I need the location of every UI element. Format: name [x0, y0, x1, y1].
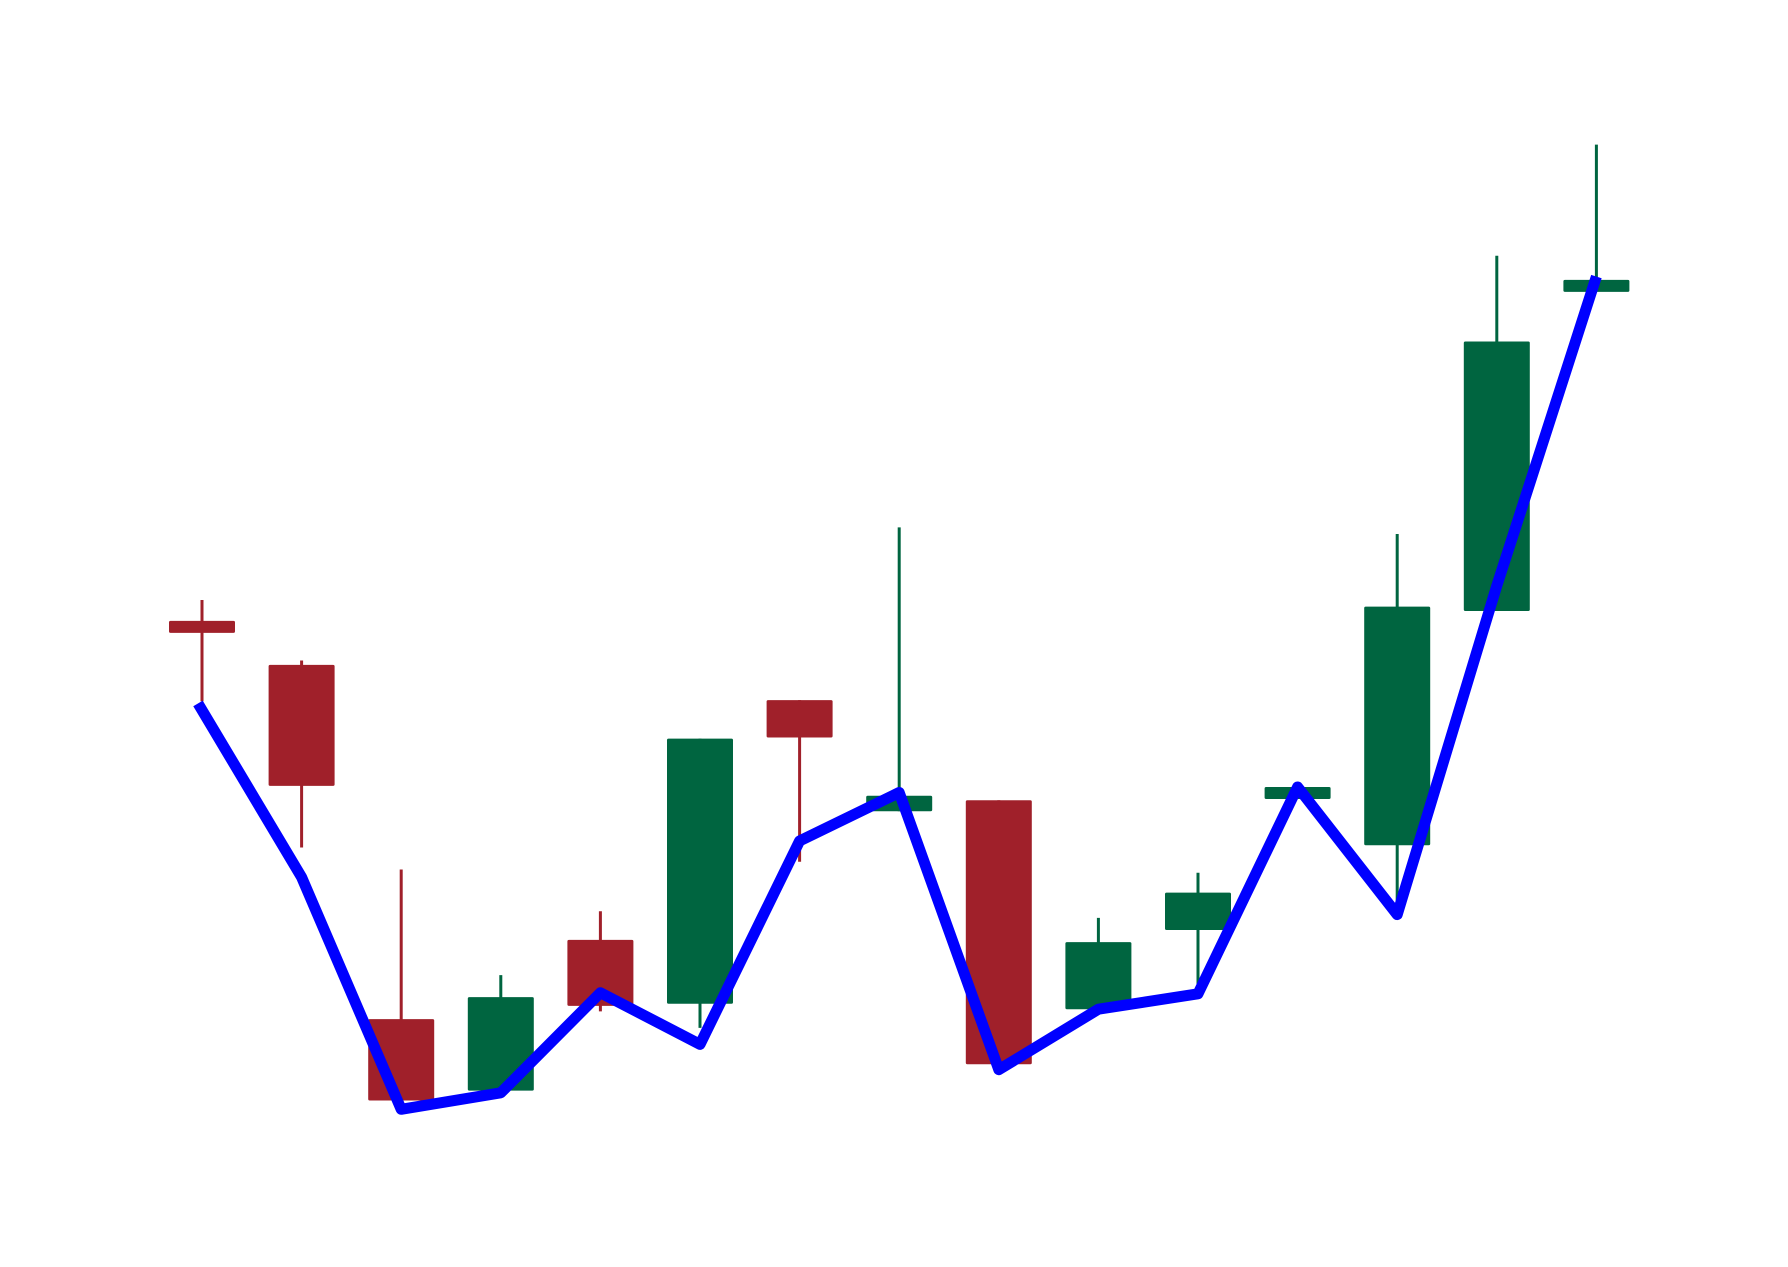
- candle-body-4: [467, 997, 534, 1091]
- candle-body-10: [1065, 942, 1132, 1010]
- candle-body-2: [268, 664, 335, 786]
- candle-body-6: [667, 738, 733, 1004]
- candle-body-13: [1364, 606, 1431, 846]
- line-layer: [193, 274, 1602, 1115]
- candle-body-9: [965, 800, 1032, 1065]
- candle-body-11: [1165, 892, 1231, 930]
- candle-body-7: [766, 700, 833, 738]
- candle-body-1: [169, 620, 235, 633]
- candle-body-5: [567, 939, 634, 1006]
- candles-layer: [169, 144, 1630, 1101]
